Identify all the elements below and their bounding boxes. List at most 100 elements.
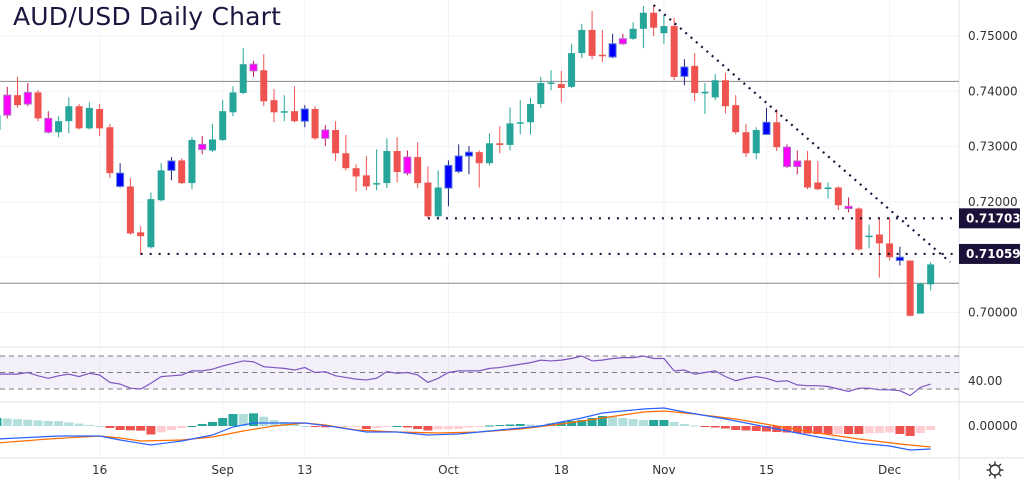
- macd-histogram-bar: [156, 426, 166, 433]
- time-tick-label: Sep: [211, 463, 234, 477]
- macd-histogram-bar: [177, 426, 187, 428]
- candle-body: [311, 108, 319, 139]
- candle-body: [424, 182, 432, 217]
- candle-body: [280, 111, 288, 113]
- candle-body: [300, 108, 309, 122]
- candle-body: [3, 94, 12, 116]
- candle-body: [270, 100, 278, 113]
- candle-body: [660, 26, 668, 34]
- price-level-label-box: [959, 243, 1020, 264]
- macd-histogram-bar: [587, 418, 597, 426]
- macd-histogram-bar: [515, 424, 525, 426]
- price-tick-label: 0.74000: [968, 84, 1018, 98]
- macd-histogram-bar: [64, 422, 74, 426]
- macd-histogram-bar: [638, 420, 648, 426]
- macd-histogram-bar: [74, 423, 84, 426]
- candle-body: [783, 146, 792, 168]
- candle-body: [342, 153, 350, 169]
- gear-icon[interactable]: [985, 460, 1005, 480]
- macd-histogram-bar: [95, 426, 105, 427]
- candle-body: [927, 264, 935, 285]
- macd-histogram-bar: [597, 416, 607, 426]
- candles: [0, 5, 935, 317]
- price-tick-label: 0.72000: [968, 195, 1018, 209]
- price-level-label: 0.71703: [966, 211, 1021, 225]
- macd-histogram-bar: [228, 414, 238, 426]
- candle-body: [14, 95, 22, 106]
- macd-histogram-bar: [608, 417, 618, 426]
- price-level-label: 0.71059: [966, 247, 1021, 261]
- macd-histogram-bar: [649, 420, 659, 426]
- macd-histogram-bar: [762, 426, 771, 432]
- candle-body: [506, 123, 514, 145]
- candle-body: [701, 91, 709, 94]
- macd-histogram-bar: [279, 422, 289, 426]
- candle-body: [239, 64, 247, 93]
- macd-histogram-bar: [803, 426, 813, 434]
- macd-histogram-bar: [690, 425, 700, 427]
- candle-body: [639, 12, 647, 29]
- macd-signal-line: [0, 410, 931, 448]
- candle-body: [527, 104, 535, 123]
- candle-body: [219, 111, 227, 140]
- price-tick-label: 0.75000: [968, 29, 1018, 43]
- candle-body: [137, 232, 145, 237]
- macd-histogram-bar: [115, 426, 125, 430]
- macd-histogram-bar: [443, 426, 453, 430]
- macd-histogram-bar: [351, 426, 361, 427]
- macd-histogram-bar: [700, 426, 710, 427]
- candle-body: [773, 122, 781, 148]
- candle-body: [464, 151, 473, 157]
- macd-histogram-bar: [874, 426, 884, 433]
- macd-histogram-bar: [751, 426, 761, 431]
- macd-histogram-bar: [505, 424, 515, 426]
- macd-histogram-bar: [105, 426, 115, 428]
- macd-tick-label: 0.00000: [968, 419, 1018, 433]
- candle-body: [670, 26, 678, 77]
- candle-body: [742, 132, 750, 154]
- macd-histogram-bar: [833, 426, 843, 434]
- candle-body: [414, 157, 422, 184]
- candle-body: [352, 168, 360, 177]
- time-tick-label: 18: [554, 463, 569, 477]
- time-tick-label: 16: [92, 463, 107, 477]
- trendline[interactable]: [652, 4, 951, 264]
- macd-histogram-bar: [392, 426, 402, 427]
- macd-histogram-bar: [238, 414, 248, 426]
- macd-histogram-bar: [741, 426, 751, 431]
- macd-histogram-bar: [146, 426, 156, 435]
- candle-body: [588, 29, 596, 56]
- macd-histogram-bar: [423, 426, 433, 431]
- macd-histogram-bar: [864, 426, 874, 434]
- macd-histogram-bar: [905, 426, 915, 436]
- macd-histogram-bar: [915, 426, 925, 433]
- candle-body: [844, 205, 853, 210]
- candle-body: [752, 130, 760, 154]
- candle-body: [55, 121, 63, 133]
- candle-body: [568, 53, 576, 87]
- candle-body: [650, 12, 658, 28]
- candle-body: [116, 172, 125, 187]
- macd-histogram-bar: [187, 426, 197, 427]
- candle-body: [0, 115, 1, 131]
- time-tick-label: Dec: [878, 463, 901, 477]
- macd-histogram-bar: [320, 426, 330, 428]
- candle-body: [85, 107, 93, 129]
- macd-histogram-bar: [54, 421, 64, 426]
- candle-body: [178, 160, 186, 184]
- candle-body: [834, 187, 842, 206]
- macd-histogram-bar: [669, 422, 679, 426]
- candle-body: [496, 143, 504, 145]
- macd-histogram-bar: [720, 426, 730, 429]
- time-tick-label: 15: [759, 463, 774, 477]
- macd-histogram-bar: [197, 424, 207, 426]
- candle-body: [516, 122, 524, 124]
- macd-histogram-bar: [495, 425, 505, 426]
- candle-body: [721, 80, 729, 107]
- candle-body: [485, 143, 493, 164]
- candle-body: [680, 66, 689, 77]
- candle-body: [691, 65, 699, 93]
- macd-histogram-bar: [823, 426, 833, 434]
- macd-histogram-bar: [659, 420, 669, 426]
